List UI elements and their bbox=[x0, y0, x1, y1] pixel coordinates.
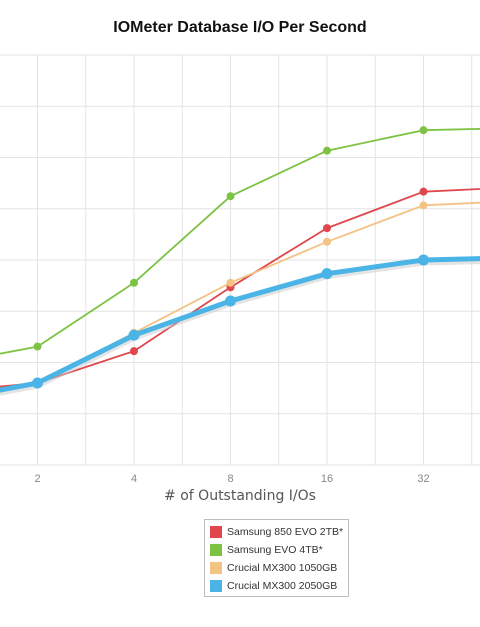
data-point bbox=[321, 268, 333, 280]
series-line bbox=[0, 127, 480, 355]
legend-item: Samsung 850 EVO 2TB* bbox=[210, 523, 348, 541]
legend-item: Crucial MX300 1050GB bbox=[210, 559, 348, 577]
legend-swatch bbox=[210, 526, 222, 538]
data-point bbox=[419, 126, 428, 135]
series-lines bbox=[0, 127, 480, 396]
legend-item: Samsung EVO 4TB* bbox=[210, 541, 348, 559]
data-point bbox=[418, 254, 429, 266]
data-point bbox=[128, 329, 140, 341]
x-tick-labels: 2 4 8 16 32 bbox=[34, 473, 429, 485]
legend-label: Samsung EVO 4TB* bbox=[227, 544, 323, 556]
series-line bbox=[0, 188, 480, 388]
data-point bbox=[323, 224, 331, 233]
data-point bbox=[225, 295, 236, 307]
legend-item: Crucial MX300 2050GB bbox=[210, 577, 348, 595]
data-point bbox=[32, 377, 43, 389]
x-tick-label: 32 bbox=[417, 473, 429, 485]
legend-swatch bbox=[210, 562, 222, 574]
legend: Samsung 850 EVO 2TB* Samsung EVO 4TB* Cruc… bbox=[204, 519, 349, 597]
data-point bbox=[323, 237, 331, 246]
legend-label: Crucial MX300 1050GB bbox=[227, 562, 338, 574]
chart-title: IOMeter Database I/O Per Second bbox=[113, 19, 367, 36]
data-point bbox=[419, 201, 428, 210]
data-point bbox=[130, 347, 138, 356]
grid-lines bbox=[0, 54, 480, 466]
data-point bbox=[33, 342, 42, 351]
x-tick-label: 4 bbox=[131, 473, 137, 485]
data-point bbox=[226, 192, 235, 201]
x-tick-label: 2 bbox=[34, 473, 40, 485]
series-points bbox=[32, 126, 429, 389]
legend-label: Samsung 850 EVO 2TB* bbox=[227, 526, 344, 538]
data-point bbox=[323, 146, 331, 155]
data-point bbox=[419, 187, 428, 196]
legend-swatch bbox=[210, 580, 222, 592]
x-tick-label: 8 bbox=[227, 473, 233, 485]
legend-swatch bbox=[210, 544, 222, 556]
legend-label: Crucial MX300 2050GB bbox=[227, 580, 338, 592]
data-point bbox=[226, 278, 235, 287]
x-axis-label: # of Outstanding I/Os bbox=[164, 488, 316, 504]
data-point bbox=[130, 278, 138, 287]
x-tick-label: 16 bbox=[321, 473, 333, 485]
